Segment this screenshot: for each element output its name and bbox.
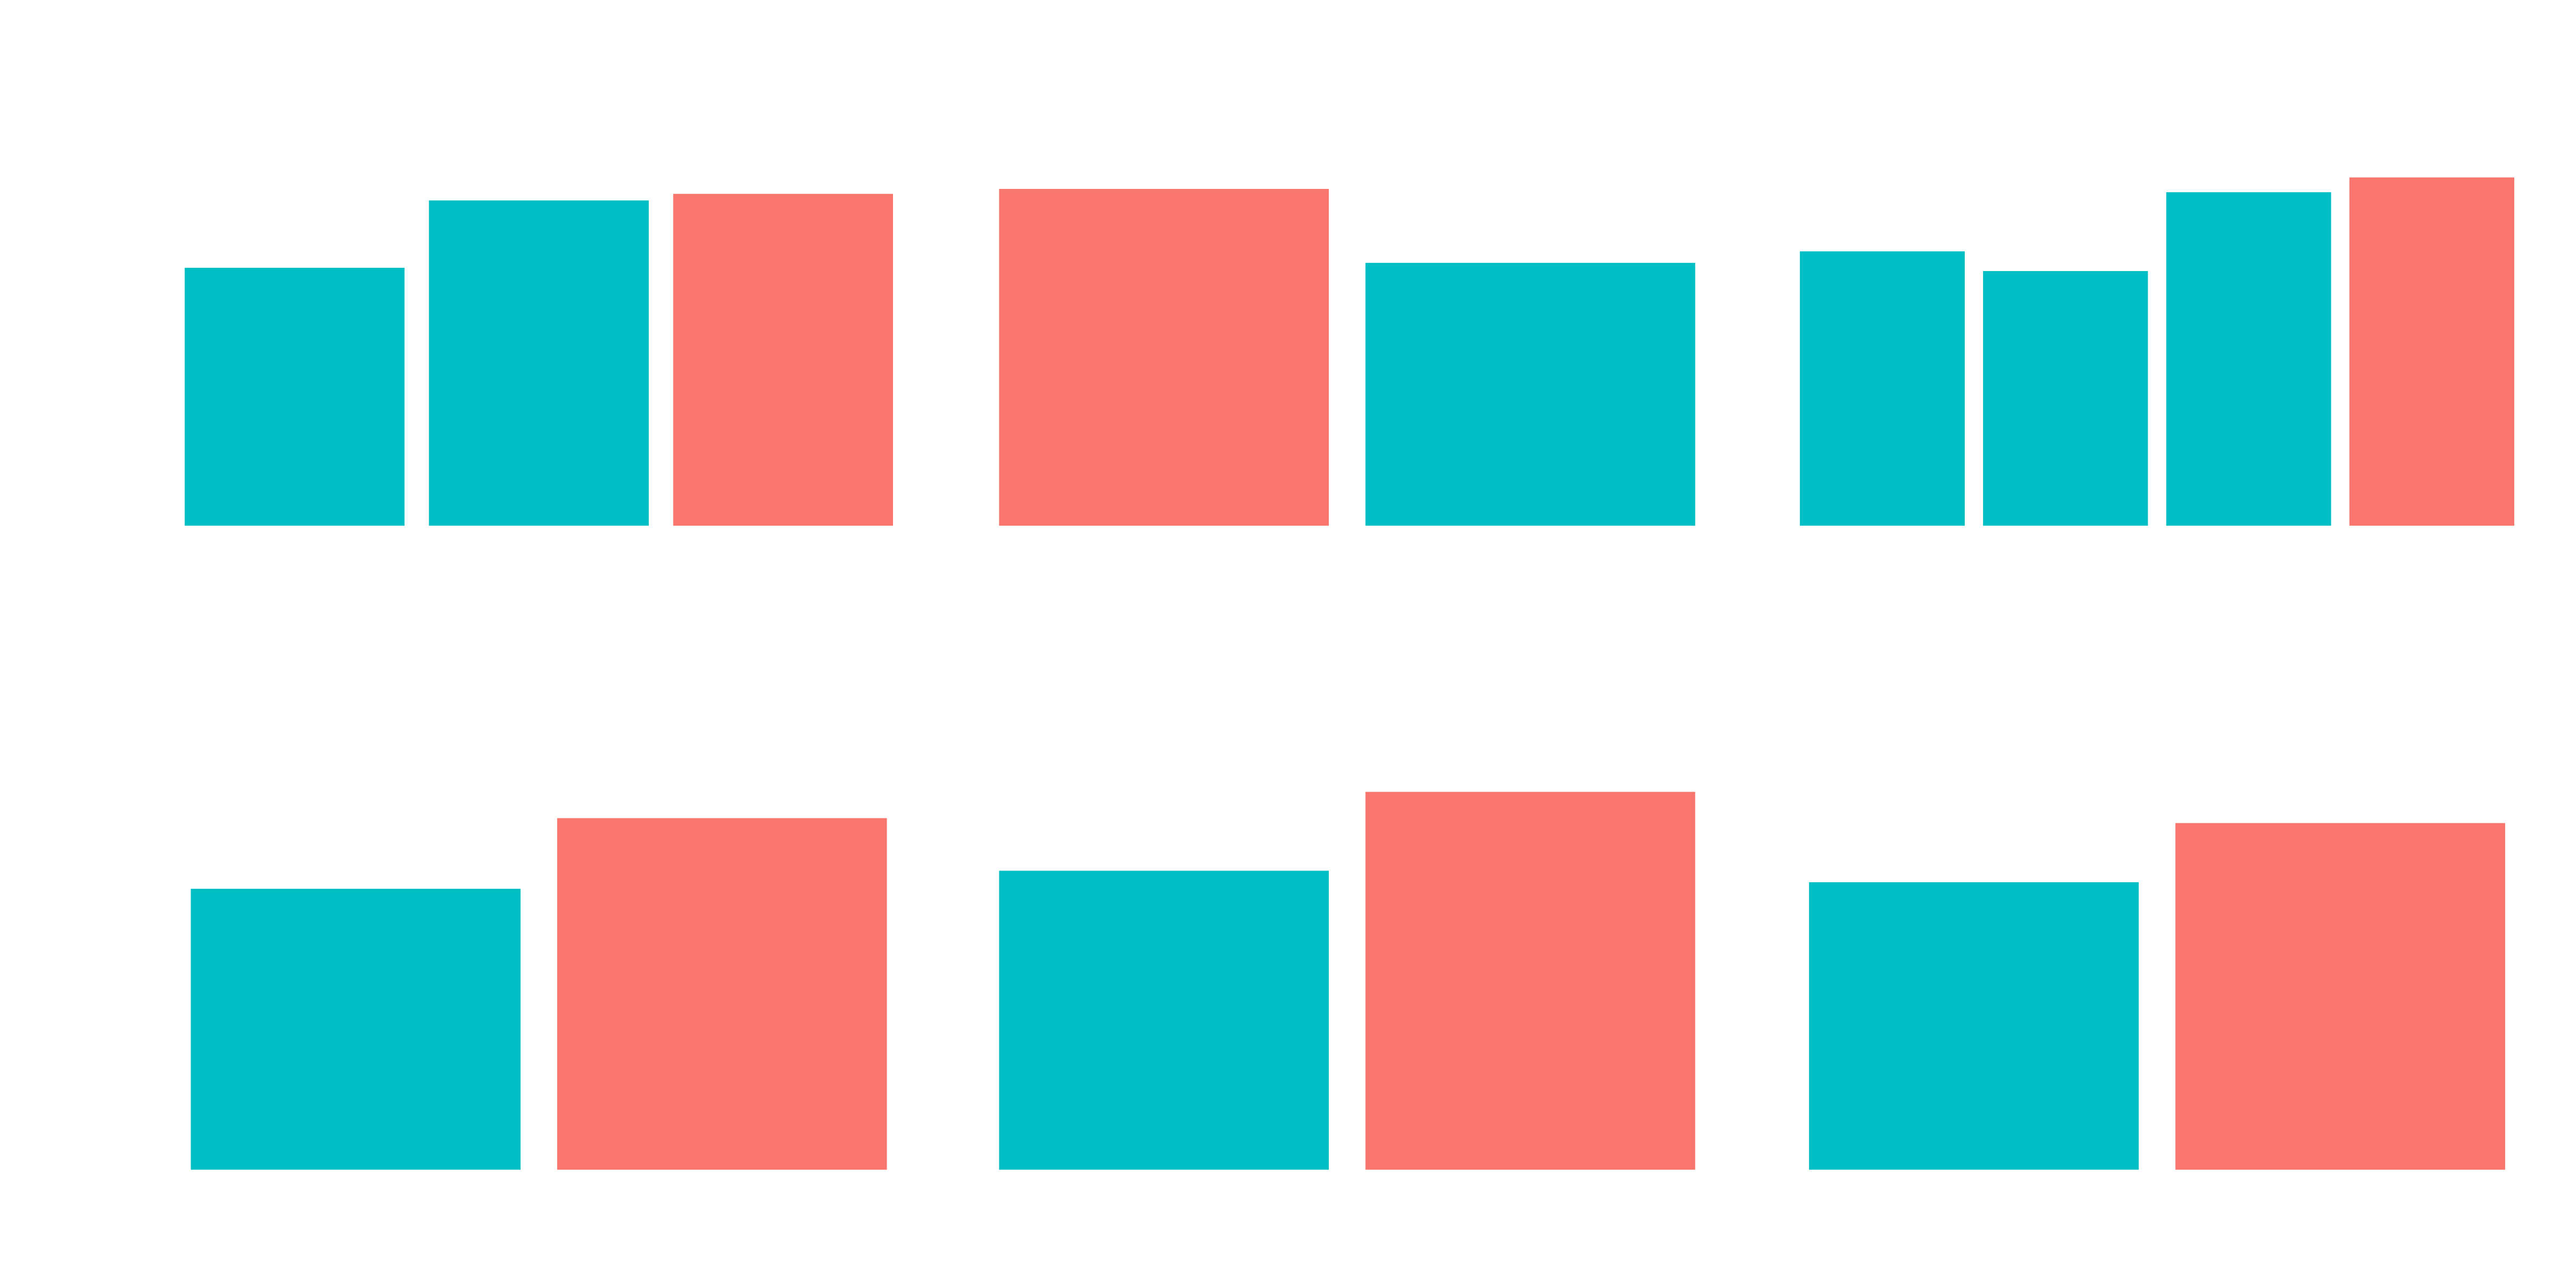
panel xyxy=(999,792,1695,1170)
bar xyxy=(1365,262,1695,526)
panel xyxy=(1809,823,2505,1170)
bar xyxy=(1365,792,1695,1170)
bar xyxy=(1809,882,2139,1170)
panel xyxy=(999,189,1695,526)
bar xyxy=(191,889,521,1170)
bar xyxy=(2349,177,2514,526)
bar xyxy=(2175,823,2505,1170)
bar xyxy=(185,267,405,526)
bar xyxy=(429,200,649,526)
panel xyxy=(191,818,887,1170)
bar xyxy=(999,189,1329,526)
panel xyxy=(1799,177,2514,526)
bar xyxy=(999,870,1329,1170)
bar xyxy=(557,818,887,1170)
bar xyxy=(1799,251,1965,526)
bar xyxy=(673,194,893,526)
bar xyxy=(2166,192,2331,526)
panel xyxy=(185,194,893,526)
bar xyxy=(1983,271,2148,526)
